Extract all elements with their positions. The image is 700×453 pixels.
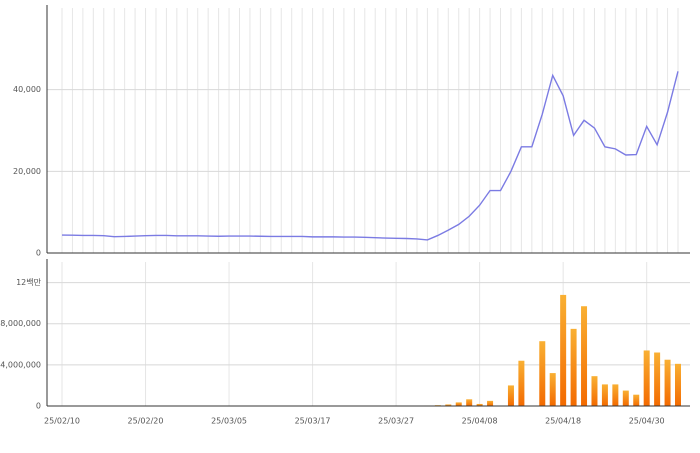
x-tick-label: 25/02/10 [44,417,80,426]
x-tick-label: 25/03/27 [378,417,414,426]
volume-bar [633,395,639,406]
volume-bar [581,306,587,406]
y-tick-label: 8,000,000 [0,319,41,328]
x-tick-label: 25/03/17 [295,417,331,426]
y-tick-label: 40,000 [13,85,41,94]
x-tick-label: 25/04/18 [545,417,581,426]
y-tick-label: 20,000 [13,167,41,176]
volume-bar [456,402,462,406]
volume-bar [612,384,618,406]
volume-bar [654,353,660,406]
x-tick-label: 25/04/30 [629,417,665,426]
x-tick-label: 25/03/05 [211,417,247,426]
volume-bar [665,360,671,406]
y-tick-label: 0 [36,249,41,258]
price-line [62,71,678,240]
volume-bar [602,384,608,406]
volume-bar [571,329,577,406]
x-tick-label: 25/02/20 [128,417,164,426]
y-tick-label: 0 [36,402,41,411]
y-tick-label: 12백만 [16,277,42,287]
volume-bar [508,385,514,406]
x-tick-label: 25/04/08 [462,417,498,426]
volume-bar [539,341,545,406]
volume-bar [550,373,556,406]
volume-bar [623,391,629,406]
volume-bar [675,364,681,406]
volume-bar [644,350,650,406]
volume-bar [591,376,597,406]
volume-bar [560,295,566,406]
volume-bar [466,399,472,406]
volume-bar [487,401,493,406]
volume-bar [518,361,524,406]
y-tick-label: 4,000,000 [0,360,41,369]
